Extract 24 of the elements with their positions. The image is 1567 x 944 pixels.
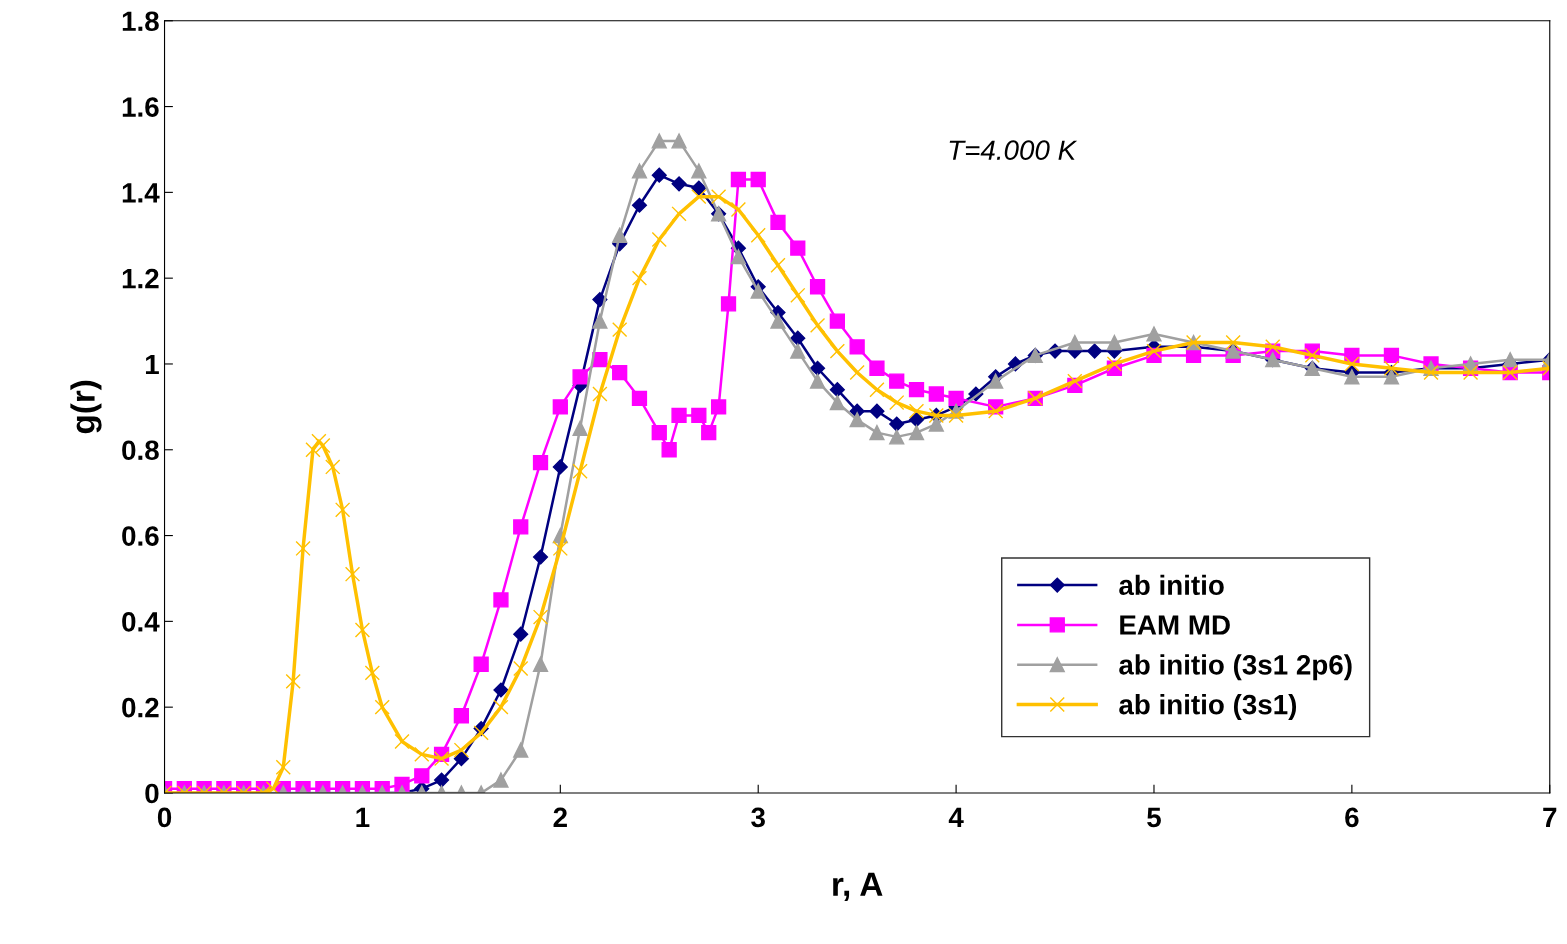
- y-tick-label: 1.6: [122, 97, 159, 117]
- x-tick-label: 4: [948, 807, 964, 827]
- y-tick-label: 0.2: [122, 697, 159, 718]
- y-tick-label: 1.2: [122, 268, 159, 289]
- legend-label: ab initio (3s1): [1119, 694, 1297, 720]
- y-tick-label: 1.8: [122, 11, 159, 32]
- y-tick-label: 1.4: [122, 183, 160, 203]
- legend-label: ab initio: [1119, 574, 1224, 596]
- y-axis-title: g(r): [70, 380, 102, 434]
- x-tick-label: 6: [1345, 807, 1359, 828]
- x-tick-label: 7: [1543, 807, 1557, 827]
- y-tick-label: 0.6: [122, 526, 159, 546]
- x-tick-label: 3: [751, 807, 765, 828]
- y-tick-label: 0.4: [122, 612, 160, 632]
- y-tick-label: 0.8: [122, 440, 159, 461]
- x-tick-label: 5: [1147, 807, 1161, 828]
- y-tick-label: 1: [145, 354, 159, 375]
- x-tick-label: 2: [553, 807, 567, 827]
- x-axis-title: r, A: [833, 872, 883, 901]
- x-tick-label: 1: [356, 807, 370, 827]
- legend-label: EAM MD: [1120, 615, 1230, 635]
- y-tick-label: 0: [145, 783, 159, 804]
- legend-label: ab initio (3s1 2p6): [1119, 654, 1352, 681]
- annotation: T=4.000 K: [949, 140, 1078, 161]
